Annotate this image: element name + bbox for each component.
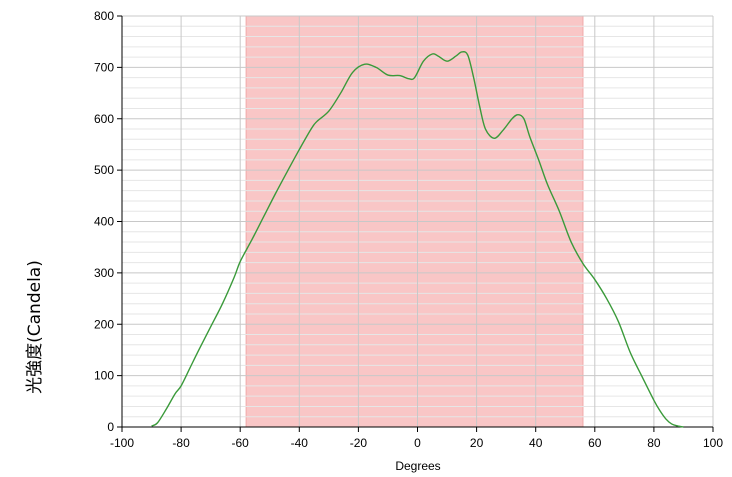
x-tick-label: 20 [470,436,484,450]
series-line-0 [151,51,684,428]
x-tick-label: 60 [588,436,602,450]
x-axis-title: Degrees [395,459,440,473]
y-tick-label: 800 [94,9,114,23]
x-tick-label: 80 [647,436,661,450]
x-tick-label: -80 [172,436,190,450]
y-tick-label: 600 [94,112,114,126]
x-tick-label: -60 [232,436,250,450]
x-tick-label: -20 [350,436,368,450]
x-tick-label: -100 [110,436,134,450]
y-tick-label: 200 [94,317,114,331]
x-tick-label: 0 [414,436,421,450]
x-tick-label: 40 [529,436,543,450]
y-axis-title: 光強度(Candela) [25,260,45,394]
major-grid [122,15,714,427]
x-tick-label: 100 [703,436,723,450]
y-tick-label: 400 [94,215,114,229]
y-tick-label: 500 [94,163,114,177]
y-tick-label: 700 [94,60,114,74]
x-axis-ticks: -100 -80 -60 -40 -20 0 20 40 60 80 100 [110,427,723,450]
y-axis-ticks: 0 100 200 300 400 500 600 700 800 [94,9,122,434]
series-layer [151,51,684,428]
y-tick-label: 300 [94,266,114,280]
y-tick-label: 100 [94,369,114,383]
y-tick-label: 0 [107,420,114,434]
x-tick-label: -40 [291,436,309,450]
